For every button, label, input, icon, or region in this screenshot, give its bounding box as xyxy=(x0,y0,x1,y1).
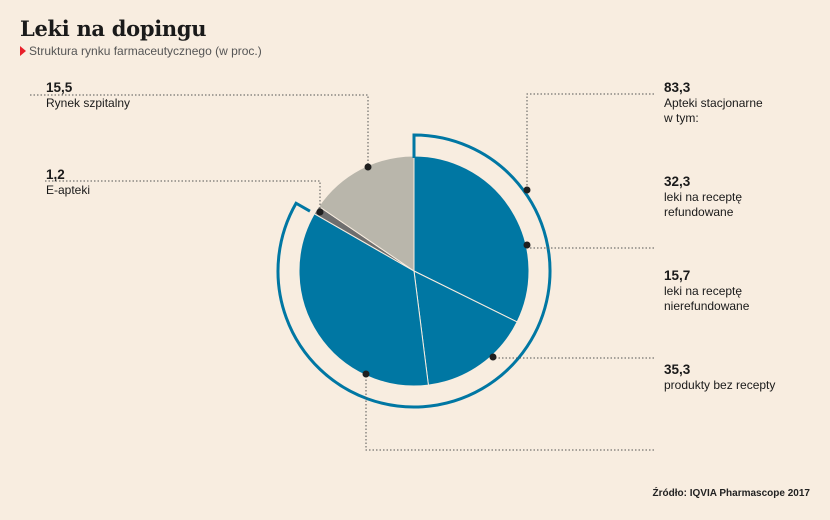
leader-line-bez xyxy=(365,374,654,451)
label-bez: 35,3 produkty bez recepty xyxy=(664,362,775,393)
dot-apteki xyxy=(523,186,531,194)
leader-line-apteki xyxy=(526,93,654,190)
dot-nierefund xyxy=(489,353,497,361)
label-szpital: 15,5 Rynek szpitalny xyxy=(46,80,130,111)
leader-line-eapteki xyxy=(45,180,321,212)
label-szpital-value: 15,5 xyxy=(46,80,73,95)
slice-nierefund xyxy=(413,270,518,386)
slice-refund xyxy=(413,155,530,323)
label-nierefund: 15,7 leki na receptę nierefundowane xyxy=(664,268,749,314)
group-bracket-apteki xyxy=(276,133,552,409)
label-apteki-text: Apteki stacjonarne w tym: xyxy=(664,96,763,125)
dot-bez xyxy=(362,370,370,378)
label-refund-value: 32,3 xyxy=(664,174,691,189)
dot-eapteki xyxy=(316,208,324,216)
label-eapteki-value: 1,2 xyxy=(46,167,65,182)
dot-szpital xyxy=(364,163,372,171)
leader-line-nierefund xyxy=(492,357,654,359)
pie-slices xyxy=(298,155,530,387)
label-nierefund-value: 15,7 xyxy=(664,268,691,283)
chart-subtitle: Struktura rynku farmaceutycznego (w proc… xyxy=(20,44,262,58)
label-eapteki: 1,2 E-apteki xyxy=(46,167,90,198)
leader-line-szpital xyxy=(30,94,369,167)
leader-dots xyxy=(316,163,531,378)
label-bez-value: 35,3 xyxy=(664,362,691,377)
label-eapteki-text: E-apteki xyxy=(46,183,91,197)
label-refund: 32,3 leki na receptę refundowane xyxy=(664,174,742,220)
label-bez-text: produkty bez recepty xyxy=(664,378,776,392)
subtitle-text: Struktura rynku farmaceutycznego (w proc… xyxy=(29,44,262,58)
label-apteki: 83,3 Apteki stacjonarne w tym: xyxy=(664,80,763,126)
chart-title: Leki na dopingu xyxy=(20,16,207,41)
label-refund-text: leki na receptę refundowane xyxy=(664,190,743,219)
source-note: Źródło: IQVIA Pharmascope 2017 xyxy=(652,488,810,499)
triangle-icon xyxy=(20,46,26,56)
slice-szpital xyxy=(318,155,415,272)
slice-bez xyxy=(298,213,429,387)
leader-line-refund xyxy=(526,245,654,249)
dot-refund xyxy=(523,241,531,249)
label-apteki-value: 83,3 xyxy=(664,80,691,95)
label-szpital-text: Rynek szpitalny xyxy=(46,96,131,110)
label-nierefund-text: leki na receptę nierefundowane xyxy=(664,284,750,313)
